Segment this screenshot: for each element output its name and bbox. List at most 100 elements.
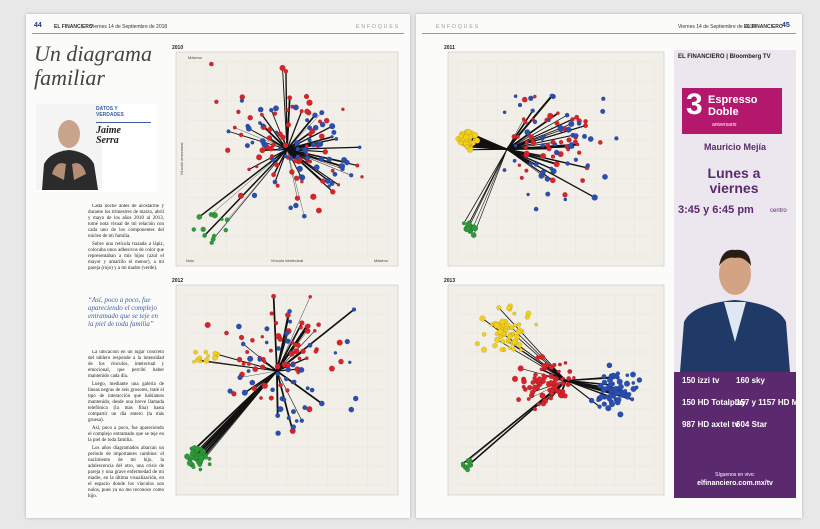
sticker	[540, 152, 547, 159]
connection	[286, 114, 316, 150]
sticker	[304, 324, 309, 329]
sticker	[555, 382, 560, 387]
sticker	[282, 142, 289, 149]
sticker	[550, 154, 556, 159]
sticker	[252, 366, 259, 373]
sticker	[274, 363, 281, 370]
sticker	[583, 119, 588, 124]
sticker	[281, 361, 287, 368]
sticker	[236, 356, 243, 363]
sticker	[562, 393, 568, 399]
author-photo	[36, 104, 102, 190]
sticker	[581, 133, 588, 139]
axis-label: Vínculo emocional	[179, 143, 184, 176]
sticker	[303, 93, 310, 100]
paper-name: EL FINANCIERO	[744, 24, 783, 30]
connection	[200, 360, 277, 372]
sticker	[493, 322, 500, 329]
sticker	[301, 213, 307, 219]
sticker	[540, 400, 547, 407]
sticker	[275, 371, 280, 377]
sticker	[290, 362, 296, 368]
sticker	[241, 389, 248, 396]
rule	[422, 33, 796, 34]
connection	[286, 148, 308, 159]
sticker	[615, 396, 622, 403]
sticker	[609, 401, 616, 408]
sticker	[295, 146, 301, 152]
sticker	[307, 138, 312, 143]
sticker	[276, 346, 281, 351]
sticker	[499, 347, 505, 352]
sticker	[336, 339, 343, 346]
sticker	[513, 143, 518, 148]
section: ENFOQUES	[436, 24, 481, 30]
sticker	[200, 449, 204, 454]
sticker	[565, 126, 572, 133]
sticker	[504, 326, 508, 330]
sticker	[260, 364, 266, 370]
sticker	[517, 163, 522, 167]
sticker	[574, 114, 580, 120]
sticker	[521, 96, 528, 103]
sticker	[286, 415, 291, 421]
sticker	[536, 376, 543, 383]
sticker	[625, 373, 630, 378]
diagram: 2010 Vínculo emocional Vínculo intelectual…	[172, 45, 399, 267]
sticker	[474, 137, 481, 144]
sticker	[306, 406, 313, 413]
sticker	[507, 345, 512, 350]
sticker	[540, 143, 546, 148]
sticker	[236, 323, 242, 330]
sticker	[349, 173, 354, 178]
sticker	[524, 314, 530, 320]
sticker	[591, 194, 598, 201]
paragraph: Cada noche antes de acostarme y durante …	[88, 204, 164, 239]
sticker	[310, 193, 317, 200]
sticker	[608, 382, 614, 388]
sticker	[597, 382, 604, 389]
sticker	[519, 175, 524, 180]
article-body: Cada noche antes de acostarme y durante …	[88, 204, 164, 290]
sticker	[330, 135, 334, 139]
sticker	[271, 172, 277, 178]
ad-url: elfinanciero.com.mx/tv	[697, 480, 773, 487]
sticker	[270, 387, 275, 393]
sticker	[563, 197, 568, 202]
sticker	[292, 104, 299, 111]
sticker	[562, 192, 568, 198]
sticker	[530, 380, 536, 385]
sticker	[198, 467, 203, 472]
sticker	[268, 348, 273, 353]
sticker	[241, 361, 246, 366]
sticker	[262, 359, 267, 364]
connection	[506, 114, 568, 150]
sticker	[302, 405, 308, 411]
sticker	[467, 146, 474, 153]
sticker	[258, 121, 262, 125]
sticker	[256, 154, 263, 161]
paragraph: Luego, mediante una galería de líneas ne…	[88, 382, 164, 423]
connection	[276, 370, 323, 405]
sticker	[544, 176, 551, 182]
sticker	[601, 386, 608, 393]
sticker	[499, 318, 506, 325]
connection	[286, 110, 303, 150]
sticker	[560, 377, 564, 382]
channel: 604 Star	[736, 420, 768, 429]
sticker	[497, 328, 504, 335]
sticker	[509, 325, 515, 331]
diagram-year: 2011	[444, 45, 455, 51]
sticker	[308, 294, 313, 299]
paragraph: Los años diagramados abarcan un periodo …	[88, 446, 164, 499]
sticker	[305, 155, 311, 161]
sticker	[600, 108, 606, 114]
sticker	[524, 129, 531, 136]
sticker	[184, 453, 191, 460]
channel: 160 sky	[736, 376, 765, 385]
sticker	[272, 179, 278, 185]
sticker	[524, 168, 529, 173]
sticker	[250, 140, 255, 145]
diagram-year: 2010	[172, 45, 183, 51]
